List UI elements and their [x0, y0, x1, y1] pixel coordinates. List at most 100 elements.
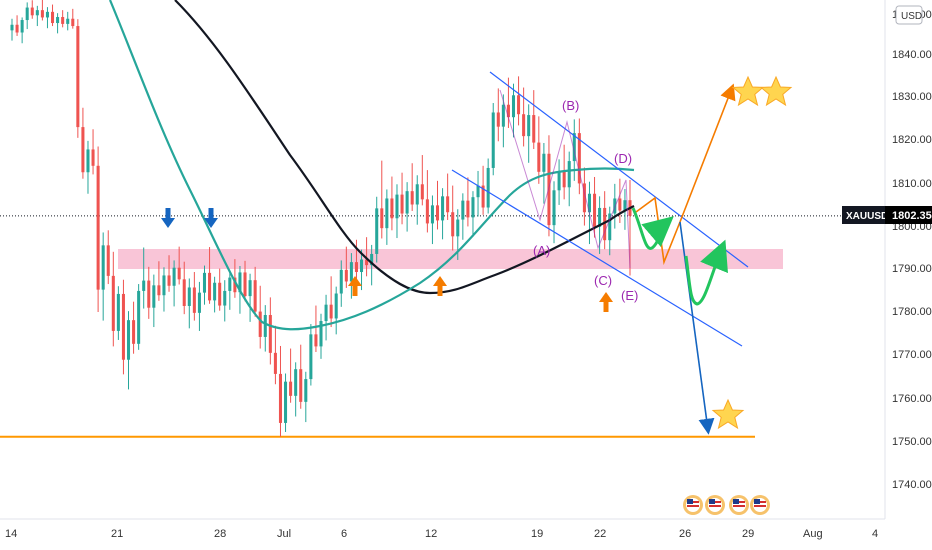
- time-tick-label: 22: [594, 528, 606, 540]
- candle-body: [45, 11, 49, 18]
- candle-body: [415, 184, 419, 205]
- currency-badge[interactable]: USD: [895, 5, 923, 25]
- last-price-label: 1802.35: [892, 210, 932, 222]
- candle-body: [329, 304, 333, 319]
- candle-body: [527, 115, 531, 137]
- time-tick-label: 4: [872, 528, 878, 540]
- candle-body: [496, 112, 500, 127]
- projection-green-1: [631, 207, 674, 250]
- star-icon: [731, 75, 765, 107]
- candle-body: [81, 127, 85, 173]
- candle-body: [157, 285, 161, 296]
- candle-body: [486, 167, 490, 208]
- candle-body: [466, 200, 470, 218]
- candle-body: [522, 114, 526, 137]
- candle-body: [471, 197, 475, 218]
- symbol-label: XAUUSD: [846, 211, 888, 222]
- candle-body: [238, 272, 242, 293]
- us-flag-icon[interactable]: [750, 495, 770, 515]
- arrow-down-icon: [204, 208, 218, 228]
- candle-body: [501, 104, 505, 127]
- candle-body: [162, 275, 166, 296]
- candle-body: [557, 171, 561, 191]
- candle-body: [354, 262, 358, 273]
- wave-label-a: (A): [533, 243, 550, 258]
- candle-body: [430, 205, 434, 224]
- us-flag-icon[interactable]: [729, 495, 749, 515]
- candle-body: [243, 272, 247, 297]
- candle-body: [380, 208, 384, 229]
- candle-body: [248, 280, 252, 297]
- candle-body: [425, 199, 429, 224]
- candle-body: [172, 267, 176, 286]
- candle-body: [385, 198, 389, 229]
- candle-body: [481, 185, 485, 208]
- candle-body: [40, 10, 44, 18]
- projection-up-arrow: [679, 83, 736, 223]
- price-axis[interactable]: 1850.00 1840.00 1830.00 1820.00 1810.00 …: [892, 9, 932, 491]
- candle-body: [121, 293, 125, 360]
- candle-body: [491, 112, 495, 168]
- candle-body: [142, 280, 146, 291]
- candle-body: [395, 194, 399, 219]
- channel-upper-line: [489, 71, 749, 268]
- event-flags: [683, 495, 770, 515]
- candle-body: [253, 280, 257, 312]
- time-tick-label: 29: [742, 528, 754, 540]
- candle-body: [547, 153, 551, 226]
- candle-body: [152, 285, 156, 308]
- time-tick-label: 12: [425, 528, 437, 540]
- candle-body: [294, 369, 298, 396]
- candle-body: [20, 20, 24, 33]
- candle-body: [598, 207, 602, 227]
- ema-fast-line: [108, 0, 635, 331]
- candle-body: [25, 7, 29, 21]
- time-axis[interactable]: 14 21 28 Jul 6 12 19 22 26 29 Aug 4: [5, 528, 878, 540]
- candle-body: [213, 282, 217, 301]
- candle-body: [344, 269, 348, 282]
- candle-body: [218, 282, 222, 306]
- candle-body: [324, 304, 328, 322]
- candle-body: [420, 184, 424, 200]
- candle-body: [192, 287, 196, 313]
- candle-body: [51, 11, 55, 24]
- us-flag-icon[interactable]: [705, 495, 725, 515]
- candle-body: [456, 219, 460, 237]
- arrow-up-icon: [599, 292, 613, 312]
- candle-body: [582, 183, 586, 213]
- candle-body: [375, 208, 379, 254]
- candle-body: [451, 212, 455, 237]
- us-flag-icon[interactable]: [683, 495, 703, 515]
- price-tick-label: 1790.00: [892, 263, 932, 275]
- candle-body: [289, 381, 293, 396]
- candle-body: [587, 193, 591, 213]
- candle-body: [56, 17, 60, 24]
- candle-body: [223, 290, 227, 306]
- price-tick-label: 1770.00: [892, 349, 932, 361]
- wave-path: [499, 89, 631, 269]
- candle-body: [132, 320, 136, 344]
- candle-body: [537, 142, 541, 172]
- candle-body: [233, 277, 237, 293]
- candle-body: [111, 275, 115, 331]
- candle-body: [603, 207, 607, 241]
- candle-body: [314, 334, 318, 347]
- candle-body: [365, 259, 369, 266]
- arrow-down-icon: [161, 208, 175, 228]
- candle-body: [61, 17, 65, 24]
- wave-label-d: (D): [614, 151, 632, 166]
- candle-body: [137, 290, 141, 344]
- candle-body: [147, 280, 151, 308]
- candle-body: [410, 191, 414, 205]
- candle-body: [167, 275, 171, 286]
- wave-label-b: (B): [562, 98, 579, 113]
- channel-lower-line: [451, 169, 743, 347]
- candle-body: [278, 373, 282, 423]
- candle-body: [86, 149, 90, 173]
- candle-body: [66, 18, 70, 24]
- candle-body: [263, 315, 267, 337]
- price-tick-label: 1740.00: [892, 479, 932, 491]
- candle-body: [593, 193, 597, 227]
- time-tick-label: Jul: [277, 528, 291, 540]
